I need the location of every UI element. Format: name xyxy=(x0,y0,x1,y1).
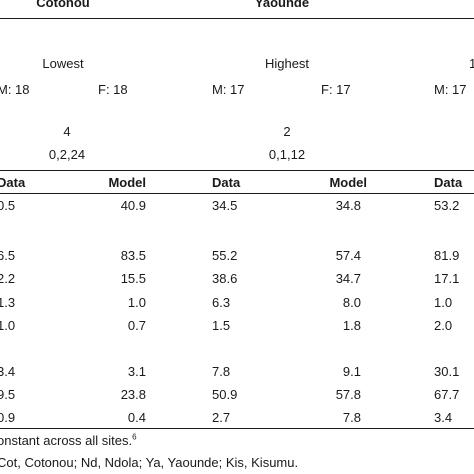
table-cell: 2.2 xyxy=(0,271,16,286)
sample-size-ya-f: F: 17 xyxy=(321,82,351,97)
range-cotonou: 0,2,24 xyxy=(48,147,86,162)
range-yaounde: 0,1,12 xyxy=(268,147,306,162)
table-cell: 40.9 xyxy=(120,198,146,213)
table-cell: 23.8 xyxy=(120,387,146,402)
count-yaounde: 2 xyxy=(283,124,291,139)
table-cell: 1.0 xyxy=(127,295,146,310)
site-header-cotonou: Cotonou xyxy=(36,0,90,10)
sample-size-next-m: M: 17 xyxy=(434,82,467,97)
footnote-abbreviations: Cot, Cotonou; Nd, Ndola; Ya, Yaounde; Ki… xyxy=(0,455,299,470)
table-cell: 53.2 xyxy=(434,198,460,213)
table-cell: 8.0 xyxy=(342,295,361,310)
table-cell: 7.8 xyxy=(212,364,231,379)
table-cell: 0.7 xyxy=(127,318,146,333)
footnote-reference: 6 xyxy=(132,432,137,442)
table-cell: 57.4 xyxy=(335,248,361,263)
table-cell: 7.8 xyxy=(342,410,361,425)
column-header-data-1: Data xyxy=(0,175,26,190)
sample-size-ya-m: M: 17 xyxy=(212,82,245,97)
table-cell: 34.7 xyxy=(335,271,361,286)
site-header-yaounde: Yaoundé xyxy=(254,0,310,10)
column-header-model-2: Model xyxy=(329,175,367,190)
table-cell: 1.0 xyxy=(434,295,453,310)
table-cell: 1.8 xyxy=(342,318,361,333)
footnote-constant: onstant across all sites.6 xyxy=(0,433,137,448)
table-cell: 1.5 xyxy=(212,318,231,333)
table-cell: 67.7 xyxy=(434,387,460,402)
table-cell: 1.3 xyxy=(0,295,16,310)
table-cell: 15.5 xyxy=(120,271,146,286)
category-label-highest: Highest xyxy=(264,56,310,71)
table-cell: 0.5 xyxy=(0,198,16,213)
table-cell: 9.1 xyxy=(342,364,361,379)
bottom-rule xyxy=(0,428,474,429)
table-cell: 57.8 xyxy=(335,387,361,402)
table-cell: 0.4 xyxy=(127,410,146,425)
footnote-constant-text: onstant across all sites. xyxy=(0,433,133,448)
column-rule xyxy=(0,193,474,194)
table-cell: 55.2 xyxy=(212,248,238,263)
table-cell: 3.4 xyxy=(0,364,16,379)
table-cell: 50.9 xyxy=(212,387,238,402)
table-cell: 3.1 xyxy=(127,364,146,379)
table-cell: 0.9 xyxy=(0,410,16,425)
table-cell: 2.7 xyxy=(212,410,231,425)
sample-size-cot-m: M: 18 xyxy=(0,82,30,97)
table-cell: 3.4 xyxy=(434,410,453,425)
header-rule xyxy=(0,170,474,171)
count-cotonou: 4 xyxy=(63,124,71,139)
table-cell: 30.1 xyxy=(434,364,460,379)
column-header-data-3: Data xyxy=(434,175,463,190)
table-cell: 9.5 xyxy=(0,387,16,402)
sample-size-cot-f: F: 18 xyxy=(98,82,128,97)
table-cell: 38.6 xyxy=(212,271,238,286)
table-cell: 81.9 xyxy=(434,248,460,263)
table-cell: 83.5 xyxy=(120,248,146,263)
table-cell: 34.5 xyxy=(212,198,238,213)
table-cell: 2.0 xyxy=(434,318,453,333)
table-cell: 17.1 xyxy=(434,271,460,286)
column-header-model-1: Model xyxy=(108,175,146,190)
table-cell: 1.0 xyxy=(0,318,16,333)
table-cell: 34.8 xyxy=(335,198,361,213)
category-label-lowest: Lowest xyxy=(42,56,84,71)
table-cell: 6.3 xyxy=(212,295,231,310)
table-cell: 6.5 xyxy=(0,248,16,263)
category-label-partial: 1 xyxy=(469,56,474,71)
column-header-data-2: Data xyxy=(212,175,241,190)
top-rule xyxy=(0,18,474,19)
